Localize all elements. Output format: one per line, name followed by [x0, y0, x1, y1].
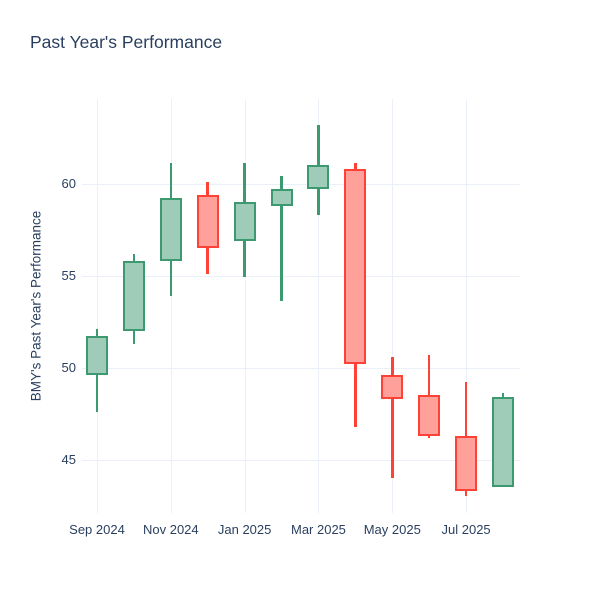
chart-title: Past Year's Performance — [30, 32, 223, 52]
candle-body — [233, 202, 256, 241]
candle-body — [307, 165, 330, 190]
candle-wick — [391, 356, 394, 479]
candle-body — [418, 395, 441, 436]
candle-body — [455, 435, 478, 491]
candle-body — [86, 336, 108, 375]
y-tick-label: 50 — [61, 360, 76, 376]
x-tick-label: Mar 2025 — [290, 522, 346, 537]
plot-area[interactable] — [82, 99, 520, 513]
candle-body — [122, 260, 145, 331]
candle-body — [344, 168, 367, 364]
gridline-vertical — [392, 99, 394, 513]
gridline-vertical — [97, 99, 98, 513]
gridline-vertical — [170, 99, 172, 513]
gridline-horizontal — [82, 183, 520, 185]
candle-body — [492, 397, 514, 488]
gridline-vertical — [466, 99, 468, 513]
candle-body — [381, 375, 404, 399]
gridline-horizontal — [82, 459, 520, 461]
x-tick-label: May 2025 — [363, 522, 421, 537]
gridline-vertical — [244, 99, 246, 513]
y-tick-label: 45 — [61, 452, 76, 468]
x-tick-label: Jan 2025 — [217, 522, 272, 537]
y-tick-label: 60 — [61, 176, 76, 192]
gridline-horizontal — [82, 275, 520, 277]
candle-body — [270, 189, 293, 206]
gridline-horizontal — [82, 367, 520, 369]
gridline-vertical — [318, 99, 320, 513]
x-tick-label: Sep 2024 — [69, 522, 125, 537]
candle-body — [196, 194, 219, 249]
y-tick-label: 55 — [61, 268, 76, 284]
candle-body — [159, 198, 182, 261]
candle-wick — [280, 176, 283, 302]
x-tick-label: Nov 2024 — [142, 522, 199, 537]
x-tick-label: Jul 2025 — [441, 522, 491, 537]
